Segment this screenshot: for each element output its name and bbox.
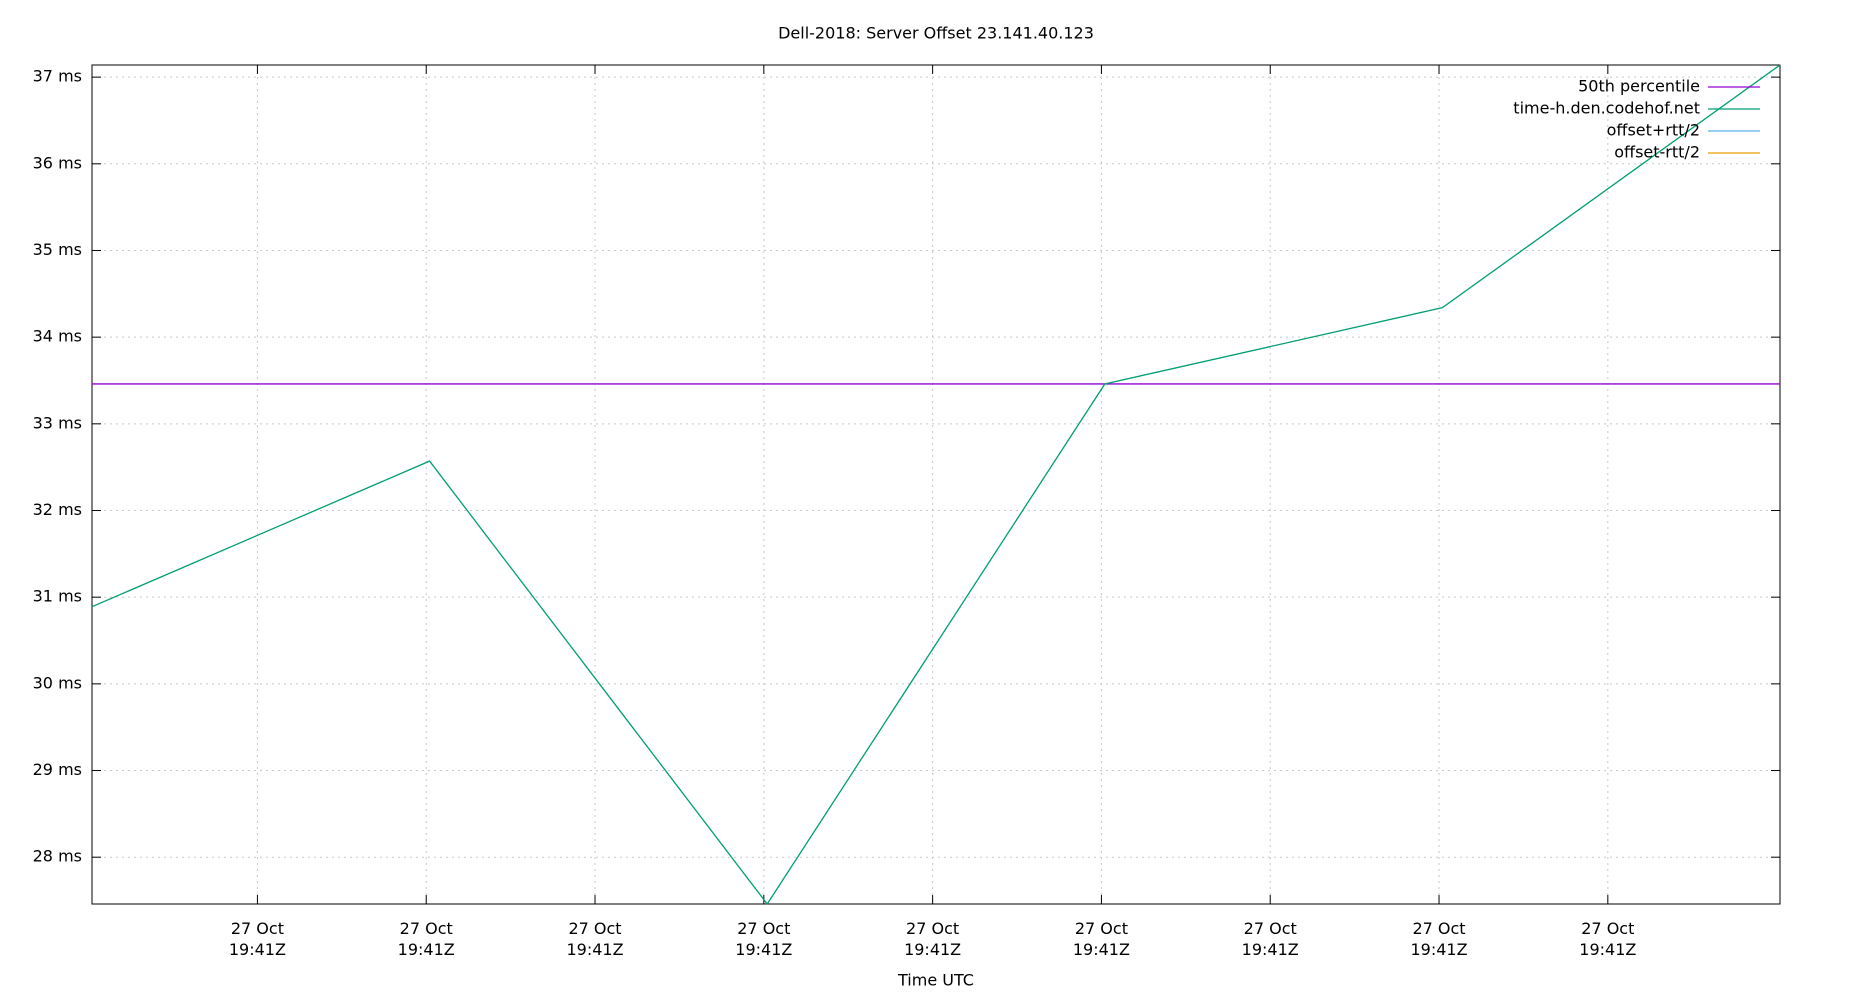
y-tick-label: 37 ms — [33, 67, 82, 86]
legend-label: 50th percentile — [1578, 77, 1700, 96]
x-tick-label: 27 Oct 19:41Z — [1579, 919, 1637, 959]
y-tick-label: 28 ms — [33, 847, 82, 866]
x-tick-label: 27 Oct 19:41Z — [735, 919, 793, 959]
legend-label: time-h.den.codehof.net — [1513, 99, 1700, 118]
y-tick-label: 29 ms — [33, 760, 82, 779]
y-tick-label: 34 ms — [33, 327, 82, 346]
y-tick-label: 36 ms — [33, 153, 82, 172]
x-tick-label: 27 Oct 19:41Z — [228, 919, 286, 959]
series-line — [91, 64, 1781, 906]
chart-title: Dell-2018: Server Offset 23.141.40.123 — [778, 24, 1094, 43]
legend-label: offset+rtt/2 — [1607, 121, 1700, 140]
x-tick-label: 27 Oct 19:41Z — [904, 919, 962, 959]
x-tick-label: 27 Oct 19:41Z — [1410, 919, 1468, 959]
x-tick-label: 27 Oct 19:41Z — [566, 919, 624, 959]
y-tick-label: 33 ms — [33, 413, 82, 432]
x-tick-label: 27 Oct 19:41Z — [1241, 919, 1299, 959]
plot-frame — [91, 64, 1781, 905]
y-tick-label: 32 ms — [33, 500, 82, 519]
y-tick-label: 31 ms — [33, 587, 82, 606]
x-tick-label: 27 Oct 19:41Z — [397, 919, 455, 959]
y-tick-label: 30 ms — [33, 673, 82, 692]
y-tick-label: 35 ms — [33, 240, 82, 259]
legend-label: offset-rtt/2 — [1614, 143, 1700, 162]
x-tick-label: 27 Oct 19:41Z — [1072, 919, 1130, 959]
x-axis-label: Time UTC — [897, 971, 974, 990]
